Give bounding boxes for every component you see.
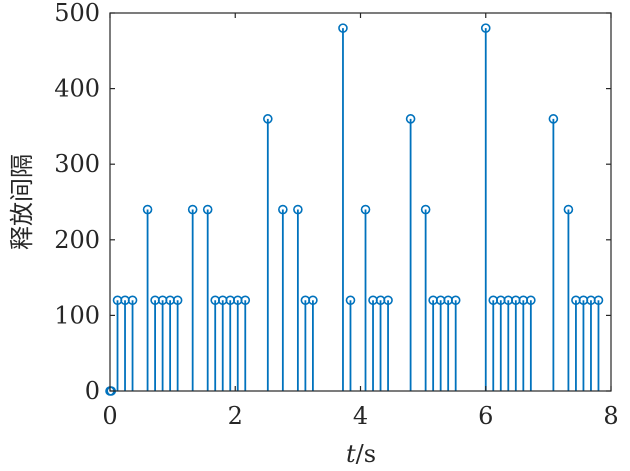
y-tick-label: 100 <box>54 301 100 329</box>
stem-marker <box>338 23 348 33</box>
stem-marker <box>593 295 604 306</box>
stem-marker <box>240 295 251 306</box>
stem-marker <box>480 23 491 33</box>
x-axis-label-unit: /s <box>356 440 376 468</box>
x-axis-label: t/s <box>346 440 376 468</box>
y-axis: 0 100 200 300 400 500 <box>54 0 611 405</box>
stem-series <box>105 23 604 396</box>
y-tick-label: 0 <box>85 377 100 405</box>
stem-marker <box>383 295 393 306</box>
stem-marker <box>142 204 153 215</box>
stem-marker <box>548 114 559 124</box>
stem-marker <box>308 295 318 306</box>
stem-marker <box>293 204 303 215</box>
y-tick-label: 300 <box>54 150 100 178</box>
stem-marker <box>263 114 273 124</box>
stem-marker <box>450 295 461 306</box>
stem-marker <box>278 204 288 215</box>
x-tick-label: 0 <box>102 402 117 430</box>
stem-marker <box>202 204 213 215</box>
y-tick-label: 200 <box>54 226 100 254</box>
y-tick-label: 500 <box>54 0 100 27</box>
stem-marker <box>345 295 356 306</box>
stem-marker <box>526 295 536 306</box>
x-axis-label-var: t <box>346 440 356 468</box>
stem-marker <box>127 295 138 306</box>
stem-marker <box>563 204 574 215</box>
x-tick-label: 4 <box>353 402 368 430</box>
x-tick-label: 8 <box>603 402 618 430</box>
stem-marker <box>360 204 371 215</box>
x-tick-label: 2 <box>228 402 243 430</box>
x-tick-label: 6 <box>478 402 493 430</box>
plot-frame <box>109 12 612 392</box>
stem-marker <box>187 204 198 215</box>
x-axis: 0 2 4 6 8 <box>102 13 619 430</box>
y-tick-label: 400 <box>54 75 100 103</box>
stem-marker <box>172 295 183 306</box>
y-axis-label: 释放间隔 <box>8 154 36 250</box>
stem-marker <box>405 114 416 124</box>
stem-marker <box>420 204 431 215</box>
